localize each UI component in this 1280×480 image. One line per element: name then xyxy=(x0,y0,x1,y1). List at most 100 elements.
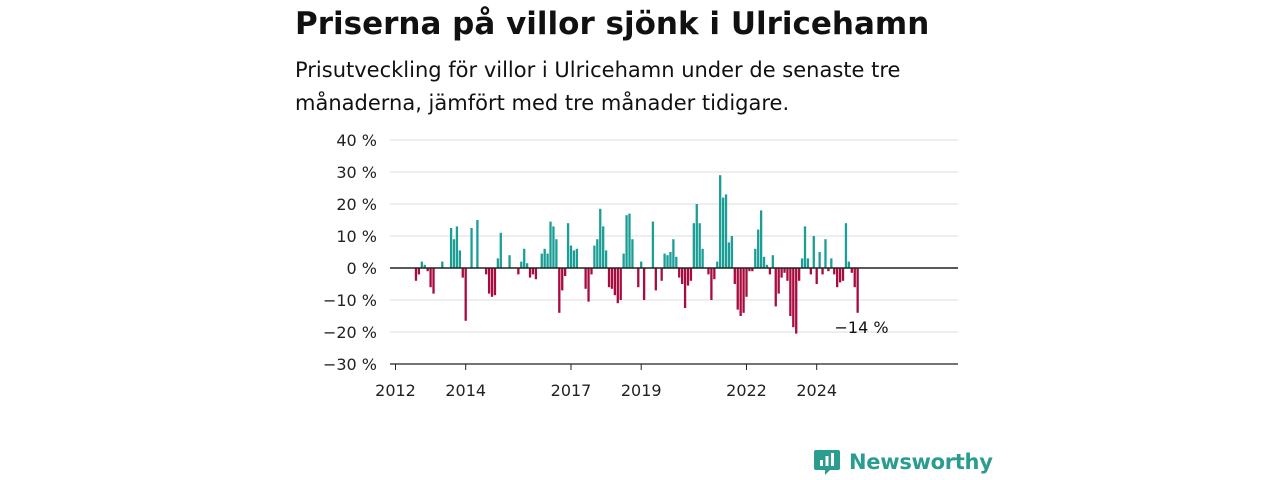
bar xyxy=(564,268,567,276)
bar xyxy=(727,242,731,268)
bar xyxy=(464,268,467,321)
bar xyxy=(528,268,532,278)
bar xyxy=(780,268,783,278)
bar xyxy=(496,258,500,268)
bar xyxy=(815,268,818,284)
bar xyxy=(686,268,690,286)
bar xyxy=(470,228,473,268)
bar xyxy=(698,223,701,268)
bar xyxy=(631,239,634,268)
bar xyxy=(754,248,757,268)
bar xyxy=(572,250,576,268)
chart-subtitle: Prisutveckling för villor i Ulricehamn u… xyxy=(295,58,901,115)
bar xyxy=(426,268,429,272)
bar xyxy=(806,258,810,268)
newsworthy-logo-icon xyxy=(814,450,840,475)
bar xyxy=(593,245,596,268)
bar xyxy=(818,252,821,268)
brand-logo: Newsworthy xyxy=(814,445,993,479)
bar xyxy=(455,226,459,268)
bar xyxy=(765,264,769,268)
bar xyxy=(604,250,608,268)
bar xyxy=(599,208,602,268)
bar xyxy=(745,268,748,297)
bar xyxy=(619,268,622,300)
bar xyxy=(795,268,798,334)
bar xyxy=(534,268,538,280)
chart-title: Priserna på villor sjönk i Ulricehamn xyxy=(295,6,930,42)
x-tick-label: 2022 xyxy=(726,381,767,400)
bar xyxy=(792,268,795,328)
bar xyxy=(783,268,786,273)
x-tick-label: 2017 xyxy=(551,381,592,400)
bar xyxy=(821,268,824,275)
x-tick-label: 2014 xyxy=(445,381,486,400)
axes xyxy=(390,267,958,365)
bar xyxy=(856,268,859,313)
bar xyxy=(695,204,698,268)
bars xyxy=(414,175,859,334)
bar xyxy=(719,175,722,268)
bar xyxy=(847,261,851,268)
bar xyxy=(602,226,605,268)
bar xyxy=(841,268,845,281)
bar xyxy=(642,268,646,300)
bar xyxy=(666,255,669,268)
y-tick-label: −30 % xyxy=(323,355,377,374)
bar xyxy=(525,263,529,268)
bar xyxy=(762,256,766,268)
bar xyxy=(713,268,716,280)
bar xyxy=(575,248,578,268)
bar xyxy=(458,250,461,268)
bar xyxy=(768,268,772,275)
bar xyxy=(736,268,739,310)
bar xyxy=(681,268,684,284)
brand-name: Newsworthy xyxy=(849,450,993,474)
bar xyxy=(833,268,836,275)
bar xyxy=(678,268,681,278)
y-tick-label: 40 % xyxy=(336,131,377,150)
bar xyxy=(789,268,792,316)
bar xyxy=(692,223,695,268)
bar xyxy=(622,253,625,268)
x-axis-ticks: 2012 2014 2017 2019 2022 2024 xyxy=(375,364,837,400)
bar xyxy=(824,239,827,268)
bar xyxy=(584,268,587,289)
bar xyxy=(531,268,535,275)
bar xyxy=(707,268,710,275)
bar xyxy=(590,268,593,275)
bar xyxy=(569,245,573,268)
bar xyxy=(672,239,675,268)
x-tick-label: 2024 xyxy=(796,381,837,400)
bar xyxy=(663,253,666,268)
x-tick-label: 2019 xyxy=(621,381,662,400)
bar xyxy=(742,268,745,313)
bar xyxy=(423,264,426,268)
bar xyxy=(414,268,418,281)
latest-value-label: −14 % xyxy=(835,318,889,337)
bar xyxy=(441,261,444,268)
bar xyxy=(558,268,561,313)
bar xyxy=(830,258,833,268)
bar xyxy=(616,268,619,304)
y-tick-label: −20 % xyxy=(323,323,377,342)
bar xyxy=(610,268,614,289)
bar xyxy=(452,239,456,268)
bar xyxy=(710,268,713,300)
bar xyxy=(669,252,672,268)
bar xyxy=(549,221,552,268)
bar xyxy=(844,223,848,268)
bar xyxy=(476,220,479,268)
bar xyxy=(637,268,640,288)
bar xyxy=(651,221,655,268)
y-axis-ticks: 40 % 30 % 20 % 10 % 0 % −10 % −20 % −30 % xyxy=(323,131,377,374)
bar xyxy=(800,258,804,268)
bar xyxy=(798,268,801,281)
bar xyxy=(721,197,725,268)
bar xyxy=(853,268,856,288)
bar xyxy=(809,268,812,275)
y-tick-label: 20 % xyxy=(336,195,377,214)
bar xyxy=(607,268,611,288)
bar xyxy=(836,268,839,288)
bar xyxy=(683,268,687,308)
